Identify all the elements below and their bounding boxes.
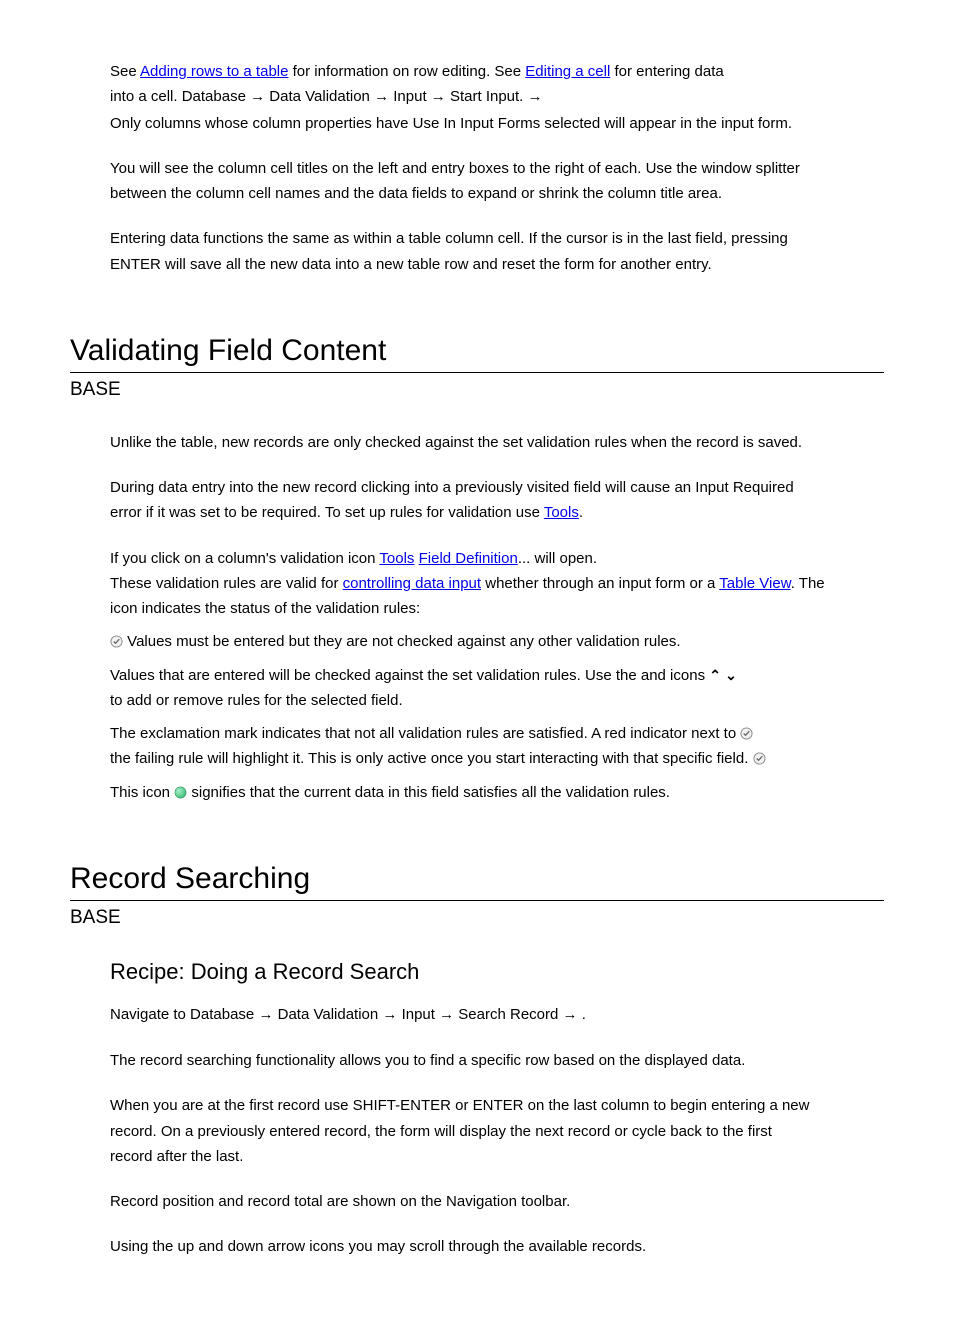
nav-validation: Data Validation (269, 88, 370, 105)
chevron-down-icon[interactable]: ⌄ (725, 665, 737, 687)
para1-post1: for information on row editing. See (288, 63, 525, 80)
para1-line1: See Adding rows to a table for informati… (70, 60, 884, 83)
arrow-icon: → (439, 1007, 454, 1023)
val5: Values must be entered but they are not … (70, 630, 884, 653)
arrow-icon: → (382, 1007, 397, 1023)
link-controlling-input[interactable]: controlling data input (343, 575, 481, 592)
link-field-definition[interactable]: Field Definition (419, 550, 518, 567)
val8-line1: the failing rule will highlight it. This… (70, 747, 884, 770)
para3-line1: You will see the column cell titles on t… (70, 157, 884, 180)
link-table-view[interactable]: Table View (719, 575, 790, 592)
nav-start-input: Start Input. (450, 88, 523, 105)
para3-line2: between the column cell names and the da… (70, 182, 884, 205)
section-rule (70, 372, 884, 373)
arrow-icon: → (431, 89, 446, 105)
arrow-icon: → (374, 89, 389, 105)
val2: If you click on a column's validation ic… (70, 547, 884, 570)
val1-line2: error if it was set to be required. To s… (70, 501, 884, 524)
para1-post2: for entering data (610, 63, 723, 80)
nav-input: Input (393, 88, 426, 105)
r1: The record searching functionality allow… (70, 1049, 884, 1072)
arrow-icon: → (258, 1007, 273, 1023)
section-validating-tag: BASE (70, 379, 884, 401)
link-adding-rows[interactable]: Adding rows to a table (140, 63, 288, 80)
check-icon (110, 635, 123, 648)
r2-line2: record. On a previously entered record, … (70, 1120, 884, 1143)
val3: These validation rules are valid for con… (70, 572, 884, 595)
nav-database: Database (182, 88, 246, 105)
section-record-search-title: Record Searching (70, 862, 884, 896)
link-tools-2[interactable]: Tools (379, 550, 414, 567)
section-validating-title: Validating Field Content (70, 334, 884, 368)
val1-line1: During data entry into the new record cl… (70, 476, 884, 499)
val9: This icon signifies that the current dat… (70, 781, 884, 804)
val6-line2: to add or remove rules for the selected … (70, 689, 884, 712)
val4: icon indicates the status of the validat… (70, 597, 884, 620)
link-editing-cell[interactable]: Editing a cell (525, 63, 610, 80)
r2-line3: record after the last. (70, 1145, 884, 1168)
arrow-icon: → (563, 1007, 578, 1023)
val7: The exclamation mark indicates that not … (70, 722, 884, 745)
nav-pre: into a cell. (110, 88, 182, 105)
r2-line1: When you are at the first record use SHI… (70, 1094, 884, 1117)
arrow-icon: → (528, 89, 543, 105)
check-icon (740, 727, 753, 740)
link-tools-1[interactable]: Tools (544, 504, 579, 521)
arrow-icon: → (250, 89, 265, 105)
section-record-search-tag: BASE (70, 907, 884, 929)
success-dot-icon (174, 786, 187, 799)
chevron-up-icon[interactable]: ⌃ (709, 665, 721, 687)
check-icon (753, 752, 766, 765)
recipe-nav: Navigate to Database → Data Validation →… (70, 1003, 884, 1027)
para1-line3: Only columns whose column properties hav… (70, 112, 884, 135)
para1-line2: into a cell. Database → Data Validation … (70, 85, 884, 109)
para4-line1: Entering data functions the same as with… (70, 227, 884, 250)
para4-line2: ENTER will save all the new data into a … (70, 253, 884, 276)
val6-line1: Values that are entered will be checked … (70, 664, 884, 687)
val-intro: Unlike the table, new records are only c… (70, 431, 884, 454)
r3: Record position and record total are sho… (70, 1190, 884, 1213)
section-rule (70, 900, 884, 901)
recipe-title: Recipe: Doing a Record Search (70, 959, 884, 985)
nav-tail: Only columns whose column properties hav… (110, 115, 792, 132)
para1-pre: See (110, 63, 140, 80)
r4: Using the up and down arrow icons you ma… (70, 1235, 884, 1258)
